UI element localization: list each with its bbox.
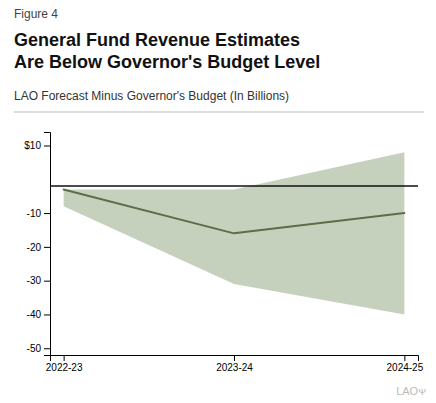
y-tick-mark <box>44 213 50 214</box>
x-tick-mark <box>234 355 235 361</box>
y-tick-label: -50 <box>27 343 42 354</box>
y-axis: $10 -10 -20 -30 -40 -50 <box>24 133 50 356</box>
y-tick: -50 <box>27 343 50 354</box>
title: General Fund Revenue EstimatesAre Below … <box>14 30 320 72</box>
y-tick: -30 <box>27 275 50 286</box>
y-tick-mark <box>44 146 50 147</box>
x-tick-mark <box>64 355 65 361</box>
reference-line <box>50 185 418 186</box>
range-band <box>64 152 405 314</box>
marks <box>50 152 418 314</box>
y-tick-label: -20 <box>27 242 42 253</box>
title-line: Are Below Governor's Budget Level <box>14 52 320 72</box>
y-tick-label: -10 <box>27 208 42 219</box>
plot: $10 -10 -20 -30 -40 -50 2022-23 2023-24 2024-25 <box>24 133 423 374</box>
y-tick: -10 <box>27 208 50 219</box>
x-axis: 2022-23 2023-24 2024-25 <box>46 355 424 373</box>
credit: LAOᴪ <box>396 385 426 397</box>
x-axis-line <box>51 356 419 362</box>
median-line <box>64 189 405 233</box>
y-tick-mark <box>44 348 50 349</box>
x-tick-label: 2023-24 <box>216 362 253 373</box>
x-tick: 2023-24 <box>216 355 253 373</box>
y-axis-line <box>44 133 51 356</box>
chart: Figure 4 General Fund Revenue EstimatesAr… <box>0 0 436 403</box>
y-tick-label: -30 <box>27 275 42 286</box>
divider <box>14 112 424 113</box>
x-tick: 2024-25 <box>387 355 424 373</box>
y-tick-mark <box>44 281 50 282</box>
x-tick-label: 2022-23 <box>46 362 83 373</box>
y-tick-mark <box>44 247 50 248</box>
x-tick: 2022-23 <box>46 355 83 373</box>
x-tick-mark <box>404 355 405 361</box>
y-tick-mark <box>44 314 50 315</box>
y-tick: -40 <box>27 309 50 320</box>
y-tick: $10 <box>24 140 50 151</box>
subtitle: LAO Forecast Minus Governor's Budget (In… <box>14 89 289 103</box>
x-tick-label: 2024-25 <box>387 362 424 373</box>
y-tick: -20 <box>27 242 50 253</box>
title-line: General Fund Revenue Estimates <box>14 30 300 50</box>
y-tick-label: $10 <box>24 140 41 151</box>
y-tick-label: -40 <box>27 309 42 320</box>
figure-label: Figure 4 <box>14 7 58 21</box>
